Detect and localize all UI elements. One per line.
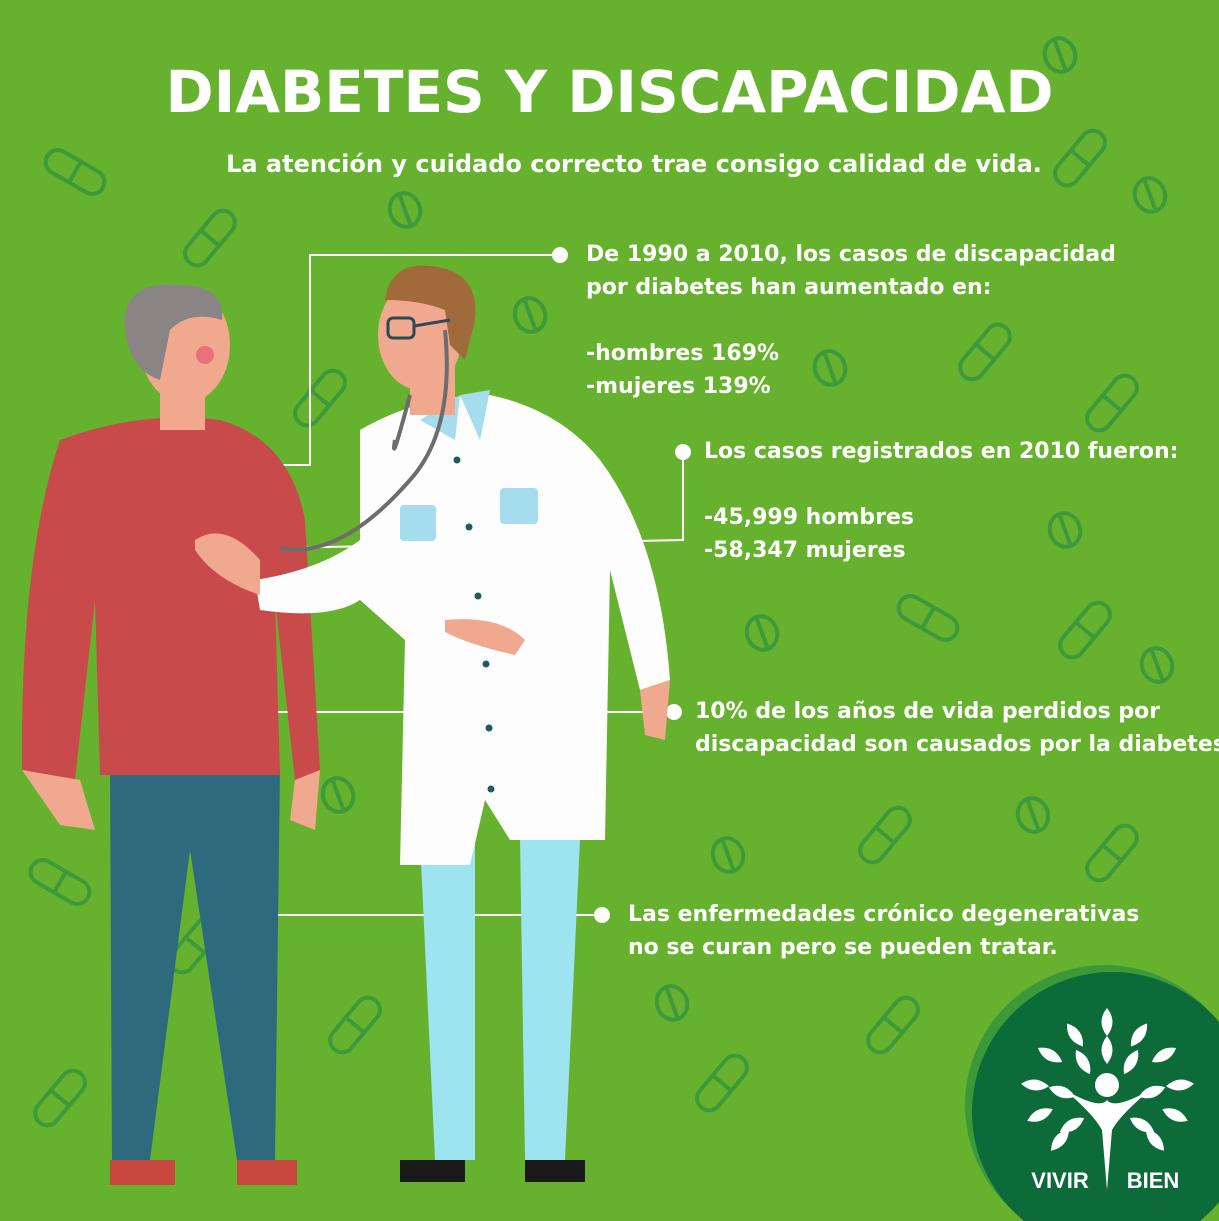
tablet-icon xyxy=(812,349,848,387)
pill-icon xyxy=(896,594,960,642)
pill-pattern xyxy=(28,36,1175,1128)
fact-line: Las enfermedades crónico degenerativas xyxy=(628,902,1140,927)
pill-icon xyxy=(858,805,912,865)
tablet-icon xyxy=(320,776,356,814)
pill-icon xyxy=(183,208,237,268)
tablet-icon xyxy=(654,984,690,1022)
tablet-icon xyxy=(1047,511,1083,549)
tablet-icon xyxy=(1015,796,1051,834)
tablet-icon xyxy=(512,296,548,334)
pill-icon xyxy=(866,995,920,1055)
logo-left-word: VIVIR xyxy=(1031,1168,1089,1193)
fact-line: no se curan pero se pueden tratar. xyxy=(628,935,1058,960)
page-title: DIABETES Y DISCAPACIDAD xyxy=(165,58,1054,126)
fact-years-lost: 10% de los años de vida perdidos por dis… xyxy=(695,695,1219,761)
tablet-icon xyxy=(1139,646,1175,684)
leaf-icon xyxy=(1059,1117,1085,1133)
fact-line: 10% de los años de vida perdidos por xyxy=(695,699,1161,724)
patient-figure xyxy=(21,284,321,1185)
fact-chronic: Las enfermedades crónico degenerativas n… xyxy=(628,898,1139,964)
logo-right-word: BIEN xyxy=(1127,1168,1180,1193)
tablet-icon xyxy=(710,836,746,874)
leaf-icon xyxy=(1027,1108,1053,1122)
leaf-icon xyxy=(1166,1079,1194,1091)
pill-icon xyxy=(1053,128,1107,188)
pill-icon xyxy=(293,368,347,428)
fact-detail: -hombres 169% xyxy=(586,341,780,366)
fact-line: por diabetes han aumentado en: xyxy=(586,275,992,300)
leaf-icon xyxy=(1101,1008,1113,1036)
tablet-icon xyxy=(1042,36,1078,74)
fact-cases-2010: Los casos registrados en 2010 fueron: -4… xyxy=(704,435,1178,567)
subtitle: La atención y cuidado correcto trae cons… xyxy=(226,150,1042,178)
tablet-icon xyxy=(387,191,423,229)
pill-icon xyxy=(1058,600,1112,660)
leaf-icon xyxy=(1151,1047,1177,1063)
pill-icon xyxy=(28,858,92,906)
fact-increase: De 1990 a 2010, los casos de discapacida… xyxy=(586,238,1116,403)
doctor-figure xyxy=(195,265,670,1182)
pill-icon xyxy=(695,1053,749,1113)
pill-icon xyxy=(1085,823,1139,883)
leaf-icon xyxy=(1075,1049,1091,1075)
leaf-icon xyxy=(1123,1049,1139,1075)
leaf-icon xyxy=(1162,1108,1188,1122)
pill-icon xyxy=(958,322,1012,382)
tablet-icon xyxy=(744,614,780,652)
leaf-icon xyxy=(1051,1129,1069,1151)
leaf-icon xyxy=(1146,1129,1164,1151)
leaf-icon xyxy=(1048,1085,1076,1099)
vivir-bien-logo: VIVIR BIEN xyxy=(965,965,1219,1221)
leaf-icon xyxy=(1037,1047,1063,1063)
pill-icon xyxy=(1085,373,1139,433)
fact-detail: -mujeres 139% xyxy=(586,374,771,399)
pill-icon xyxy=(43,148,107,196)
leaf-icon xyxy=(1130,1023,1148,1047)
pill-icon xyxy=(33,1068,87,1128)
fact-line: Los casos registrados en 2010 fueron: xyxy=(704,439,1179,464)
leaf-icon xyxy=(1101,1036,1113,1064)
leaf-icon xyxy=(1129,1117,1155,1133)
tablet-icon xyxy=(1132,176,1168,214)
fact-line: De 1990 a 2010, los casos de discapacida… xyxy=(586,242,1116,267)
fact-line: discapacidad son causados por la diabete… xyxy=(695,732,1219,757)
fact-detail: -45,999 hombres xyxy=(704,505,914,530)
leaf-icon xyxy=(1066,1023,1084,1047)
leaf-icon xyxy=(1138,1085,1166,1099)
leaf-icon xyxy=(1021,1079,1049,1091)
fact-detail: -58,347 mujeres xyxy=(704,538,906,563)
pill-icon xyxy=(328,995,382,1055)
